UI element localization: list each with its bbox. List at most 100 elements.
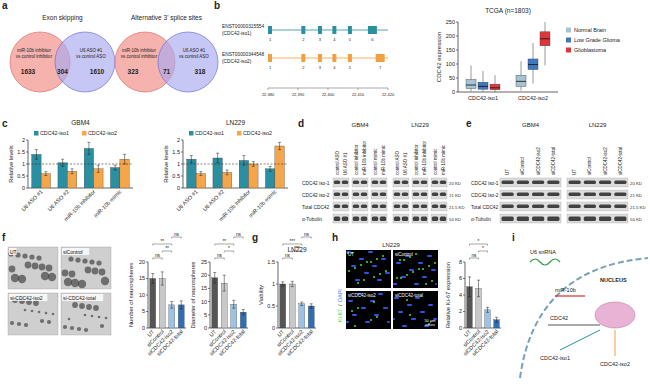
- sig-bracket: [470, 258, 479, 260]
- error-bar: [180, 301, 183, 309]
- blot-band: [569, 181, 581, 185]
- blot-band: [502, 205, 514, 209]
- error-line: [62, 159, 63, 166]
- blot-strip: [567, 202, 628, 211]
- reference-line: [183, 164, 288, 165]
- y-tick: [456, 64, 458, 65]
- nucleus-dot: [431, 304, 433, 306]
- venn-set-label: vs control inhibitor: [121, 54, 158, 59]
- neurosphere: [32, 263, 39, 270]
- sig-label: ***: [294, 246, 300, 251]
- nucleus-dot: [428, 304, 430, 306]
- transcript-id: ENST00000344548: [222, 52, 264, 57]
- nucleus-dot: [374, 314, 376, 316]
- blot-strip: [567, 178, 628, 187]
- sig-bracket: [479, 251, 488, 253]
- y-axis-label: Relative Ki-67 expression: [445, 262, 451, 328]
- error-cap: [44, 175, 47, 176]
- x-tick-label: siCDC42-total: [156, 328, 184, 356]
- blot-strip: [393, 214, 409, 223]
- row-label: CDC42 iso-2: [471, 193, 499, 198]
- nucleus-dot: [361, 307, 363, 309]
- y-tick: [276, 284, 278, 285]
- blot-band: [342, 217, 348, 222]
- y-tick: [208, 314, 210, 315]
- nucleus-dot: [367, 272, 369, 274]
- neurosphere: [36, 255, 41, 260]
- neurosphere: [62, 270, 69, 277]
- ki67-dot: [399, 259, 401, 261]
- error-bar: [278, 142, 281, 149]
- error-cap: [242, 309, 245, 310]
- row-label: CDC42 iso-2: [302, 193, 330, 198]
- nucleus-dot: [384, 258, 386, 260]
- chart-title: TCGA (n=1803): [485, 7, 531, 15]
- ki67-dot: [360, 264, 362, 266]
- nucleus-dot: [371, 300, 373, 302]
- nucleus-dot: [374, 265, 376, 267]
- y-tick-label: 20: [139, 259, 145, 265]
- image-label: siCDC42-iso2: [348, 293, 376, 298]
- nucleus-dot: [365, 272, 367, 274]
- venn-circle: [158, 32, 218, 92]
- sig-bracket: [234, 237, 244, 239]
- error-cap: [495, 322, 498, 323]
- blot-band: [502, 193, 514, 197]
- neurosphere: [75, 257, 80, 262]
- y-tick-label: 1: [177, 161, 180, 167]
- y-tick: [276, 262, 278, 263]
- nucleus-dot: [353, 314, 355, 316]
- lane-label: miR-10b mimic: [441, 144, 446, 175]
- error-line: [214, 273, 215, 284]
- y-axis-label: Relative levels: [8, 145, 14, 182]
- sig-label: **: [165, 246, 169, 251]
- nucleus-dot: [405, 325, 407, 327]
- lane-label: UT: [505, 169, 510, 175]
- nucleus-dot: [430, 304, 432, 306]
- micrograph: [61, 247, 111, 289]
- bar: [150, 279, 156, 329]
- box-body: [528, 59, 538, 70]
- intron-line: [268, 58, 388, 59]
- y-axis: [458, 22, 459, 92]
- nucleus-dot: [370, 251, 372, 253]
- blot-band: [614, 181, 626, 185]
- error-bar: [232, 300, 235, 308]
- nucleus-dot: [356, 279, 358, 281]
- exon-number: 1: [269, 65, 272, 70]
- nucleus-dot: [429, 304, 431, 306]
- neurosphere: [72, 302, 78, 308]
- nucleus-dot: [434, 269, 436, 271]
- error-cap: [114, 165, 117, 166]
- label-bg: [62, 248, 89, 255]
- error-line: [98, 165, 99, 172]
- error-cap: [161, 285, 164, 286]
- nucleus-dot: [360, 258, 362, 260]
- x-tick-label: siCDC42-total: [218, 328, 246, 356]
- size-label: 21 KD: [630, 193, 642, 198]
- ki67-dot: [431, 280, 433, 282]
- blot-band: [421, 193, 427, 197]
- blot-strip: [567, 190, 628, 199]
- ki67-dot: [382, 255, 384, 257]
- error-line: [487, 307, 488, 312]
- neurosphere: [39, 264, 46, 271]
- nucleus-dot: [393, 318, 395, 320]
- nucleus-dot: [358, 279, 360, 281]
- error-bar: [35, 150, 38, 160]
- nucleus-dot: [414, 283, 416, 285]
- lane-label: miR-10b inhibitor: [422, 140, 427, 175]
- blot-band: [372, 205, 378, 209]
- error-line: [124, 154, 125, 164]
- nucleus-dot: [368, 251, 370, 253]
- error-cap: [170, 308, 173, 309]
- error-line: [72, 169, 73, 174]
- y-tick: [456, 22, 458, 23]
- y-tick: [181, 164, 183, 165]
- error-cap: [281, 286, 284, 287]
- legend-label: CDC42-iso2: [88, 130, 117, 136]
- bar: [32, 154, 41, 188]
- error-bar: [44, 172, 47, 176]
- y-tick: [463, 262, 465, 263]
- blot-band: [614, 193, 626, 197]
